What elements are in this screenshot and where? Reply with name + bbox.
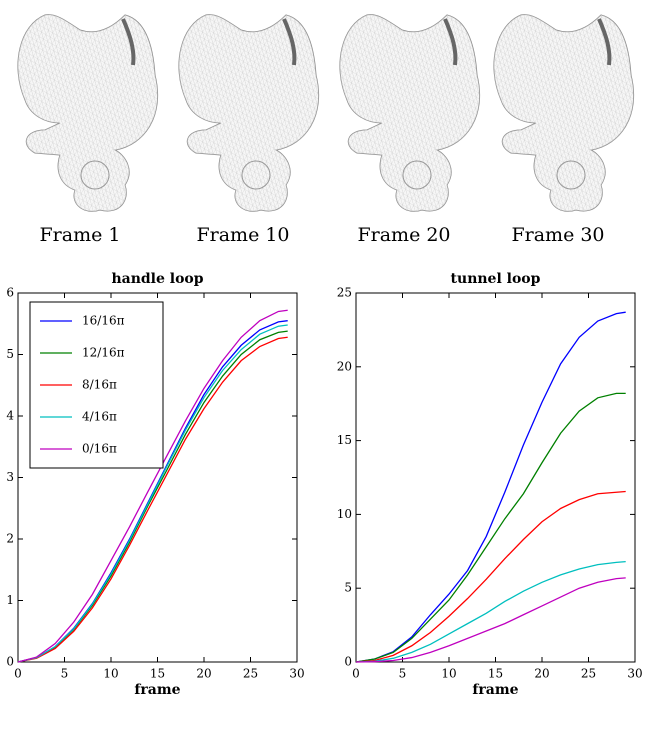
- mesh-render: [340, 15, 480, 212]
- legend-label: 8/16π: [82, 378, 117, 392]
- x-tick-label: 0: [14, 667, 22, 681]
- x-tick-label: 10: [441, 667, 456, 681]
- x-tick-label: 5: [399, 667, 407, 681]
- x-tick-label: 30: [627, 667, 642, 681]
- frame-caption: Frame 20: [357, 224, 450, 246]
- frame-caption: Frame 30: [511, 224, 604, 246]
- y-tick-label: 25: [337, 286, 352, 300]
- legend-label: 4/16π: [82, 410, 117, 424]
- x-tick-label: 30: [289, 667, 304, 681]
- y-tick-label: 5: [344, 581, 352, 595]
- figure: Frame 1 Frame 10 Frame 20 Frame 30 handl…: [0, 0, 652, 727]
- legend-label: 12/16π: [82, 346, 125, 360]
- y-tick-label: 4: [6, 409, 14, 423]
- x-tick-label: 10: [103, 667, 118, 681]
- legend-label: 0/16π: [82, 442, 117, 456]
- y-tick-label: 5: [6, 347, 14, 361]
- x-tick-label: 15: [150, 667, 165, 681]
- mesh-render: [494, 15, 634, 212]
- y-tick-label: 10: [337, 507, 352, 521]
- y-tick-label: 0: [344, 655, 352, 669]
- x-tick-label: 15: [488, 667, 503, 681]
- x-tick-label: 20: [196, 667, 211, 681]
- x-axis-label: frame: [472, 682, 518, 698]
- mesh-render: [18, 15, 158, 212]
- x-tick-label: 20: [534, 667, 549, 681]
- frame-caption: Frame 10: [196, 224, 289, 246]
- legend-label: 16/16π: [82, 314, 125, 328]
- x-tick-label: 5: [61, 667, 69, 681]
- y-tick-label: 0: [6, 655, 14, 669]
- y-tick-label: 2: [6, 532, 14, 546]
- frame-caption: Frame 1: [40, 224, 121, 246]
- y-tick-label: 15: [337, 433, 352, 447]
- chart-title: tunnel loop: [451, 271, 541, 287]
- mesh-render: [179, 15, 319, 212]
- y-tick-label: 3: [6, 470, 14, 484]
- y-tick-label: 1: [6, 593, 14, 607]
- x-axis-label: frame: [134, 682, 180, 698]
- x-tick-label: 0: [352, 667, 360, 681]
- chart-title: handle loop: [111, 271, 203, 287]
- y-tick-label: 6: [6, 286, 14, 300]
- x-tick-label: 25: [243, 667, 258, 681]
- x-tick-label: 25: [581, 667, 596, 681]
- y-tick-label: 20: [337, 359, 352, 373]
